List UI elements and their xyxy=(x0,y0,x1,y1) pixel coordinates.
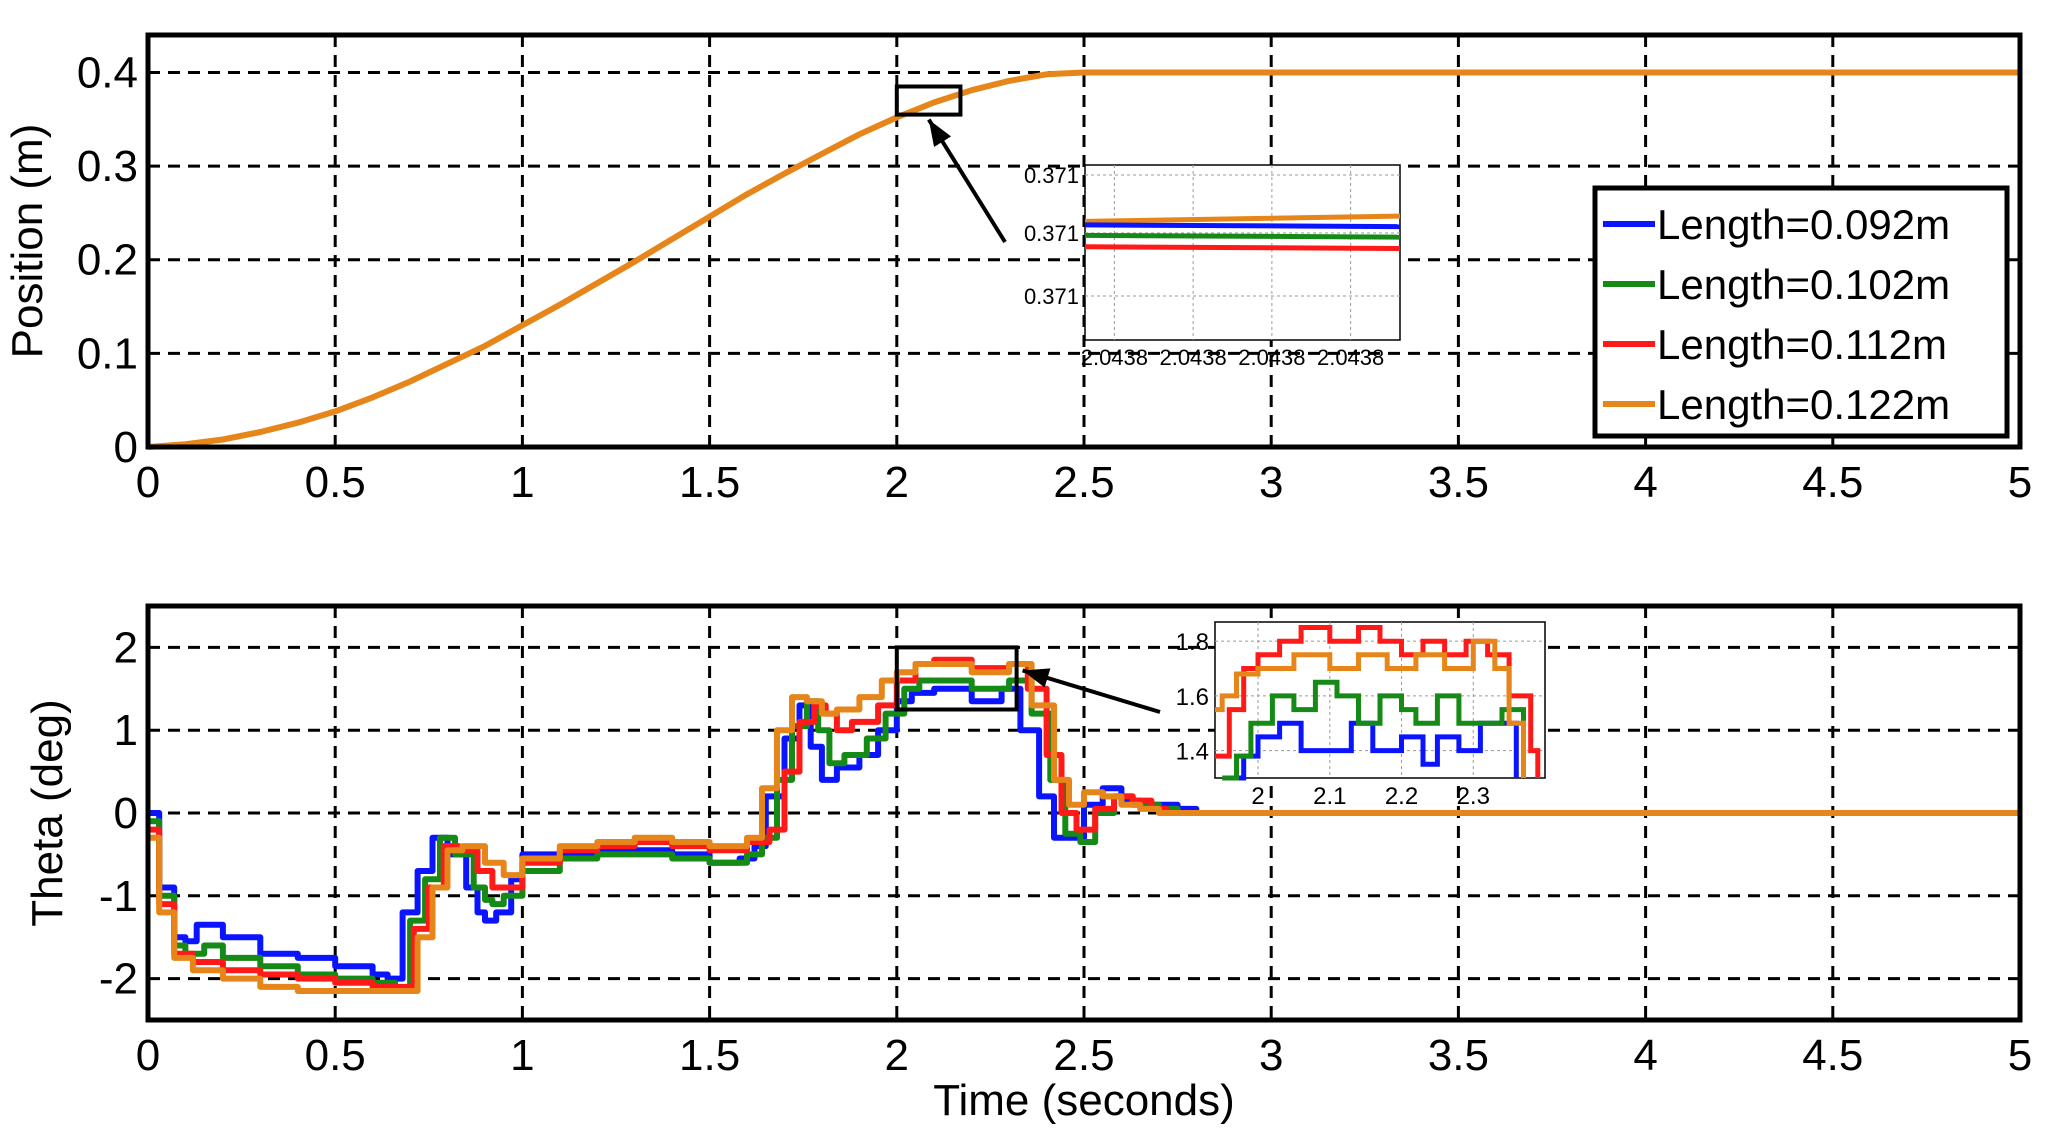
legend: Length=0.092m Length=0.102m Length=0.112m L… xyxy=(1592,185,2010,439)
position-inset-background xyxy=(1084,164,1401,341)
legend-label-length-0-112m: Length=0.112m xyxy=(1657,321,1947,368)
inset-x-tick-label: 2.2 xyxy=(1385,783,1418,810)
inset-x-tick-label: 2.3 xyxy=(1457,783,1490,810)
position-inset-grid xyxy=(1085,165,1400,340)
inset-y-tick-label: 0.371 xyxy=(1024,163,1079,188)
inset-y-tick-label: 0.371 xyxy=(1024,221,1079,246)
inset-line-length-0-102m xyxy=(1084,232,1401,240)
legend-label-length-0-092m: Length=0.092m xyxy=(1657,201,1950,248)
position-inset: 2.0438 2.0438 2.0438 2.0438 0.371 0.371 0.371 xyxy=(1024,163,1401,370)
y-tick-label: 1 xyxy=(114,706,138,755)
x-tick-label: 0 xyxy=(136,1031,160,1080)
theta-y-tick-labels: -2 -1 0 1 2 xyxy=(99,623,138,1003)
x-tick-label: 3.5 xyxy=(1428,458,1489,507)
inset-line-length-0-112m xyxy=(1084,244,1401,251)
series-line-length-0-122m xyxy=(148,661,2020,994)
y-tick-label: 0 xyxy=(114,789,138,838)
x-tick-label: 1.5 xyxy=(679,1031,740,1080)
theta-series-group xyxy=(148,656,2020,994)
position-zoom-box xyxy=(894,84,963,117)
inset-line-length-0-122m xyxy=(1215,638,1526,778)
theta-zoom-box xyxy=(894,645,1019,712)
theta-inset-x-tick-labels: 2 2.1 2.2 2.3 xyxy=(1251,783,1490,810)
theta-inset-lines xyxy=(1215,625,1541,781)
position-inset-y-tick-labels: 0.371 0.371 0.371 xyxy=(1024,163,1079,309)
y-tick-label: 0.2 xyxy=(77,236,138,285)
x-tick-label: 3 xyxy=(1259,458,1283,507)
arrow-head xyxy=(1022,668,1051,688)
series-line-length-0-122m xyxy=(147,69,2020,450)
position-y-tick-labels: 0 0.1 0.2 0.3 0.4 xyxy=(77,48,138,472)
x-tick-label: 0.5 xyxy=(305,1031,366,1080)
x-tick-label: 3.5 xyxy=(1428,1031,1489,1080)
x-tick-label: 5 xyxy=(2008,458,2032,507)
position-inset-x-tick-labels: 2.0438 2.0438 2.0438 2.0438 xyxy=(1081,345,1385,370)
x-tick-label: 1.5 xyxy=(679,458,740,507)
inset-y-tick-label: 1.6 xyxy=(1176,684,1209,711)
theta-axes-frame xyxy=(145,603,2023,1023)
inset-y-tick-label: 1.4 xyxy=(1176,739,1209,766)
theta-grid xyxy=(148,606,2020,1020)
x-tick-label: 4 xyxy=(1633,458,1657,507)
x-tick-label: 0.5 xyxy=(305,458,366,507)
x-tick-label: 1 xyxy=(510,458,534,507)
x-tick-label: 0 xyxy=(136,458,160,507)
inset-line-length-0-102m xyxy=(1222,679,1526,781)
x-tick-label: 4 xyxy=(1633,1031,1657,1080)
y-tick-label: 2 xyxy=(114,623,138,672)
x-tick-label: 1 xyxy=(510,1031,534,1080)
inset-y-tick-label: 0.371 xyxy=(1024,284,1079,309)
legend-items: Length=0.092m Length=0.102m Length=0.112m L… xyxy=(1603,201,1950,428)
theta-zoom-arrow xyxy=(1022,668,1161,714)
x-tick-label: 2 xyxy=(885,458,909,507)
x-tick-label: 3 xyxy=(1259,1031,1283,1080)
position-x-tick-labels: 0 0.5 1 1.5 2 2.5 3 3.5 4 4.5 5 xyxy=(136,458,2032,507)
inset-x-tick-label: 2.0438 xyxy=(1238,345,1305,370)
x-tick-label: 5 xyxy=(2008,1031,2032,1080)
inset-x-tick-label: 2.0438 xyxy=(1317,345,1384,370)
x-tick-label: 2.5 xyxy=(1053,1031,1114,1080)
inset-line-length-0-092m xyxy=(1229,720,1519,781)
theta-x-axis-label: Time (seconds) xyxy=(933,1076,1235,1125)
y-tick-label: 0.3 xyxy=(77,142,138,191)
position-zoom-arrow xyxy=(927,118,1007,244)
position-series-group xyxy=(147,69,2020,450)
theta-y-axis-label: Theta (deg) xyxy=(23,699,72,926)
y-tick-label: 0.4 xyxy=(77,48,138,97)
theta-panel: 0 0.5 1 1.5 2 2.5 3 3.5 4 4.5 5 -2 -1 0 1 2 Theta (deg… xyxy=(23,603,2032,1125)
position-axes-frame xyxy=(145,32,2023,450)
inset-line-length-0-092m xyxy=(1084,222,1401,230)
theta-inset-y-tick-labels: 1.4 1.6 1.8 xyxy=(1176,629,1209,765)
inset-x-tick-label: 2 xyxy=(1251,783,1264,810)
y-tick-label: 0 xyxy=(114,423,138,472)
position-panel: 0 0.5 1 1.5 2 2.5 3 3.5 4 4.5 5 0 0.1 0.2 0.3 0.4 Posi… xyxy=(3,32,2032,507)
arrow-head xyxy=(928,119,952,147)
inset-line-length-0-112m xyxy=(1215,625,1541,778)
position-y-axis-label: Position (m) xyxy=(3,124,52,359)
legend-label-length-0-102m: Length=0.102m xyxy=(1657,261,1950,308)
legend-label-length-0-122m: Length=0.122m xyxy=(1657,381,1950,428)
inset-x-tick-label: 2.0438 xyxy=(1159,345,1226,370)
y-tick-label: 0.1 xyxy=(77,329,138,378)
inset-y-tick-label: 1.8 xyxy=(1176,629,1209,656)
x-tick-label: 2 xyxy=(885,1031,909,1080)
y-tick-label: -2 xyxy=(99,955,138,1004)
theta-inset: 2 2.1 2.2 2.3 1.4 1.6 1.8 xyxy=(1176,621,1546,810)
x-tick-label: 4.5 xyxy=(1802,458,1863,507)
theta-x-tick-labels: 0 0.5 1 1.5 2 2.5 3 3.5 4 4.5 5 xyxy=(136,1031,2032,1080)
legend-box xyxy=(1592,185,2010,439)
position-inset-lines xyxy=(1084,213,1401,251)
y-tick-label: -1 xyxy=(99,872,138,921)
x-tick-label: 4.5 xyxy=(1802,1031,1863,1080)
inset-x-tick-label: 2.0438 xyxy=(1081,345,1148,370)
x-tick-label: 2.5 xyxy=(1053,458,1114,507)
series-line-length-0-112m xyxy=(148,656,2020,990)
inset-x-tick-label: 2.1 xyxy=(1313,783,1346,810)
inset-line-length-0-122m xyxy=(1084,213,1401,224)
